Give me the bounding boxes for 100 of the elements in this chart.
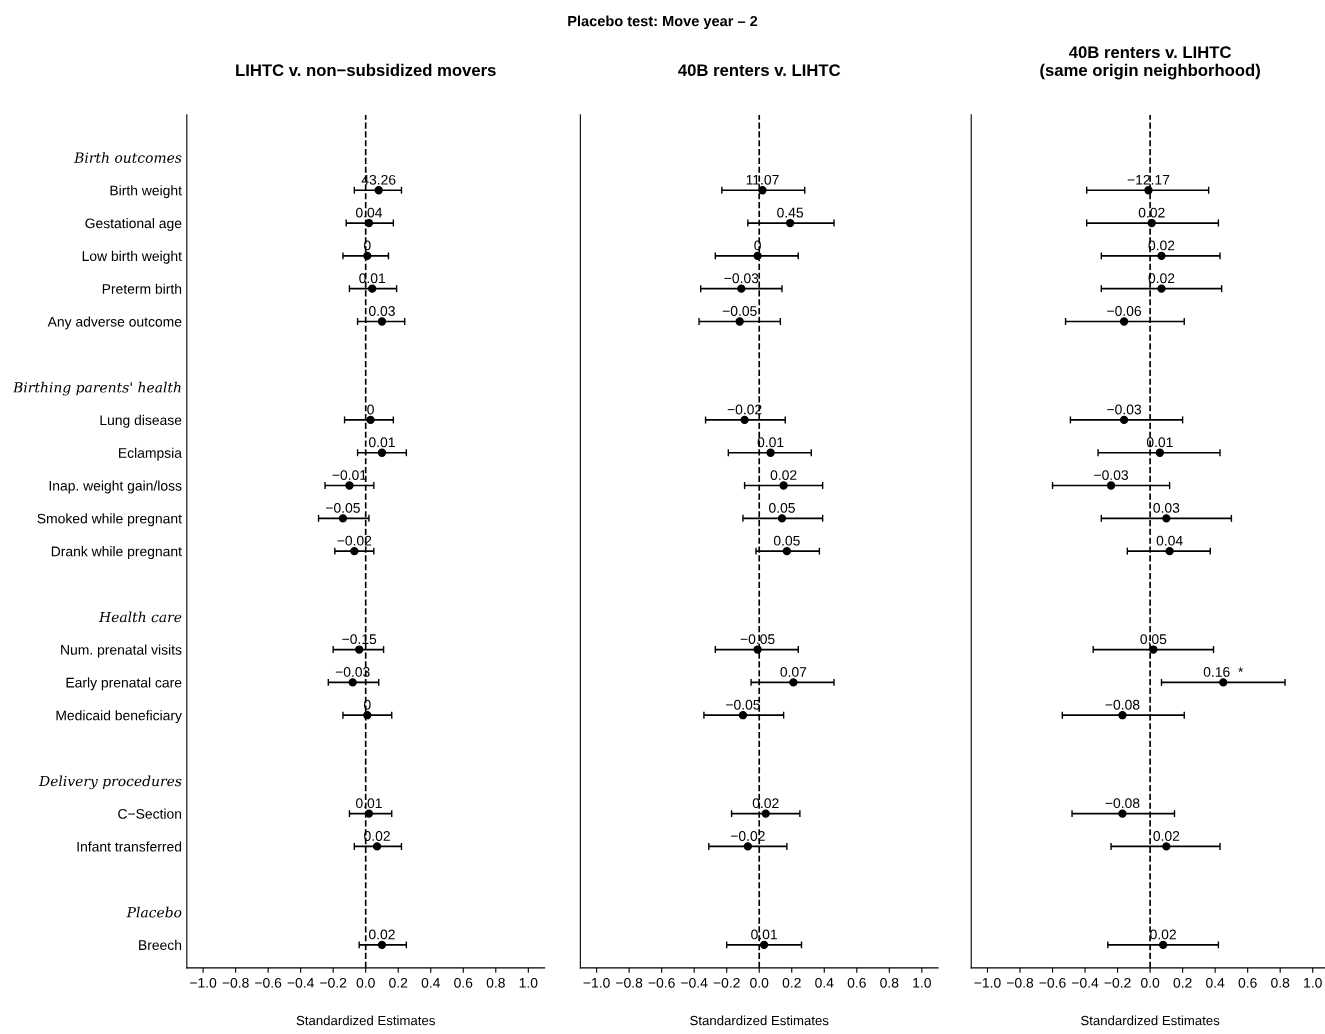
x-tick-label: −0.4 [287,977,314,988]
point [1157,251,1166,261]
annotation: −0.03 [1107,404,1142,415]
point [759,940,769,950]
annotation: 0.04 [1156,535,1183,546]
point [1155,448,1165,457]
x-tick-label: 0.0 [356,977,375,988]
y-tick-label: Placebo [126,906,182,918]
x-tick-label: 0.2 [782,977,801,988]
y-tick-label: Early prenatal care [66,677,182,691]
annotation: −0.08 [1105,798,1140,809]
point [363,251,372,261]
point [1162,514,1171,523]
x-tick-label: −0.6 [255,977,282,988]
annotation: −0.08 [1105,699,1140,710]
point [1119,415,1129,425]
x-tick-label: 0.6 [454,977,473,988]
annotation: 43.26 [361,174,396,185]
x-axis-title: Standardized Estimates [296,1015,435,1026]
annotation: 0.02 [1138,207,1165,218]
annotation: 0.02 [1150,929,1176,940]
point [1165,546,1174,556]
annotation: 0.05 [769,502,795,513]
x-tick-label: −0.6 [648,977,675,988]
annotation: 0.05 [773,535,800,546]
x-tick-label: −0.8 [1006,977,1034,988]
chart-title: 40B renters v. LIHTC (same origin neighborhood) [1040,46,1260,80]
annotation: −0.02 [727,404,762,415]
x-tick-label: 0.8 [1271,977,1290,988]
annotation: −0.03 [335,667,370,677]
point [1118,711,1127,720]
annotation: 0.02 [364,831,390,841]
annotation: 0.01 [757,437,784,448]
text: Placebo test: Move year – 2 [568,15,758,30]
x-tick-label: −1.0 [583,977,610,988]
x-tick-label: 0.4 [1206,977,1225,988]
y-tick-label: Num. prenatal visits [61,644,182,658]
point [372,842,382,851]
y-tick-label: Eclampsia [119,447,182,461]
annotation: 11.07 [746,174,779,185]
y-tick-label: Preterm birth [102,283,182,294]
x-tick-label: 0.8 [880,977,899,988]
annotation: 0.45 [777,207,804,218]
x-tick-label: 0.2 [389,977,408,988]
y-tick-label: Birthing parents' health [12,381,181,396]
chart-title: LIHTC v. non−subsidized movers [236,63,496,77]
y-tick-label: Drank while pregnant [51,546,182,560]
annotation: 0.05 [1140,634,1167,645]
point [1158,940,1168,950]
point [377,317,387,326]
y-tick-label: Medicaid beneficiary [56,710,182,724]
annotation: 0.16 * [1203,667,1244,677]
annotation: 0.02 [752,798,779,809]
annotation: 0.02 [368,929,395,940]
annotation: −0.05 [740,634,775,645]
annotation: 0 [367,404,374,415]
x-tick-label: 1.0 [519,977,538,988]
annotation: −0.03 [724,273,759,284]
y-tick-label: Gestational age [85,218,182,231]
x-tick-label: −0.2 [320,977,347,988]
y-tick-label: Breech [139,939,182,951]
annotation: 0.01 [368,437,395,448]
point [1106,481,1116,490]
point [735,317,744,326]
point [753,645,762,654]
x-tick-label: 0.6 [847,977,866,988]
annotation: −0.05 [726,699,760,710]
point [1219,678,1228,687]
annotation: 0.01 [751,929,777,940]
point [345,481,354,490]
x-tick-label: −0.2 [1104,977,1131,988]
point [374,186,383,195]
annotation: 0.03 [1153,502,1180,513]
x-axis-title: Standardized Estimates [690,1015,829,1026]
point [738,711,748,720]
x-tick-label: −0.4 [1072,977,1099,988]
point [761,809,770,818]
annotation: 0.02 [1153,831,1180,841]
point [782,546,792,556]
point [363,711,372,720]
annotation: −12.17 [1127,174,1170,185]
x-tick-label: 0.0 [1140,977,1160,988]
annotation: 0.01 [1146,437,1173,448]
x-tick-label: −1.0 [974,977,1001,988]
annotation: −0.05 [326,502,360,513]
x-tick-label: −0.8 [222,977,249,988]
point [758,186,767,195]
point [1149,645,1158,654]
point [377,448,387,457]
annotation: 0.02 [1148,240,1175,251]
point [753,251,762,261]
point [1157,284,1166,293]
y-tick-label: Low birth weight [82,250,182,264]
point [766,448,775,457]
point [777,514,787,523]
annotation: 0.03 [368,306,395,316]
y-tick-label: Lung disease [100,414,182,428]
point [1144,186,1153,195]
point [779,481,788,490]
x-tick-label: 0.4 [421,977,440,988]
